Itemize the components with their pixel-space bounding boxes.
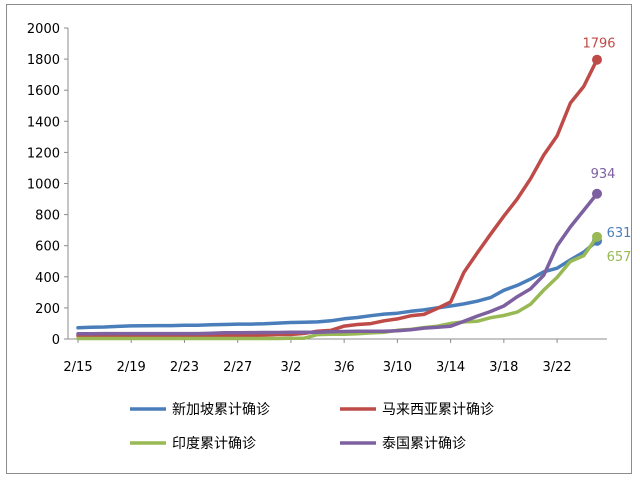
series-end-point-2 [592, 54, 602, 65]
y-tick-label: 1800 [27, 53, 60, 68]
y-tick-label: 2000 [27, 22, 60, 37]
x-tick-label: 2/19 [117, 360, 146, 375]
y-tick-label: 0 [52, 333, 60, 348]
x-tick-label: 3/18 [489, 360, 518, 375]
legend-label: 马来西亚累计确诊 [382, 402, 494, 418]
x-tick-label: 2/27 [223, 360, 252, 375]
series-line-3 [76, 235, 599, 341]
series-line-1 [76, 239, 599, 330]
y-tick-label: 600 [35, 240, 60, 255]
y-tick-label: 800 [35, 209, 60, 224]
x-tick-label: 2/23 [170, 360, 199, 375]
legend-label: 印度累计确诊 [172, 436, 256, 452]
legend-label: 新加坡累计确诊 [172, 402, 270, 418]
data-label-end: 631 [607, 226, 632, 241]
data-label-end: 657 [607, 250, 632, 265]
series-end-point-3 [592, 231, 602, 242]
y-tick-label: 1200 [27, 146, 60, 161]
y-tick-label: 400 [35, 271, 60, 286]
y-tick-label: 1000 [27, 178, 60, 193]
y-tick-label: 1600 [27, 84, 60, 99]
x-tick-label: 3/22 [542, 360, 571, 375]
data-label-end: 934 [591, 167, 616, 182]
data-label-end: 1796 [582, 37, 615, 52]
series-line-2 [76, 57, 599, 338]
legend-label: 泰国累计确诊 [382, 436, 466, 452]
x-tick-label: 3/2 [280, 360, 301, 375]
x-tick-label: 3/10 [383, 360, 412, 375]
y-tick-label: 200 [35, 302, 60, 317]
y-tick-label: 1400 [27, 115, 60, 130]
x-tick-label: 3/14 [436, 360, 465, 375]
chart-frame [6, 4, 632, 474]
series-line-4 [76, 192, 599, 336]
x-tick-label: 2/15 [63, 360, 92, 375]
x-tick-label: 3/6 [334, 360, 355, 375]
series-end-point-4 [592, 188, 602, 199]
